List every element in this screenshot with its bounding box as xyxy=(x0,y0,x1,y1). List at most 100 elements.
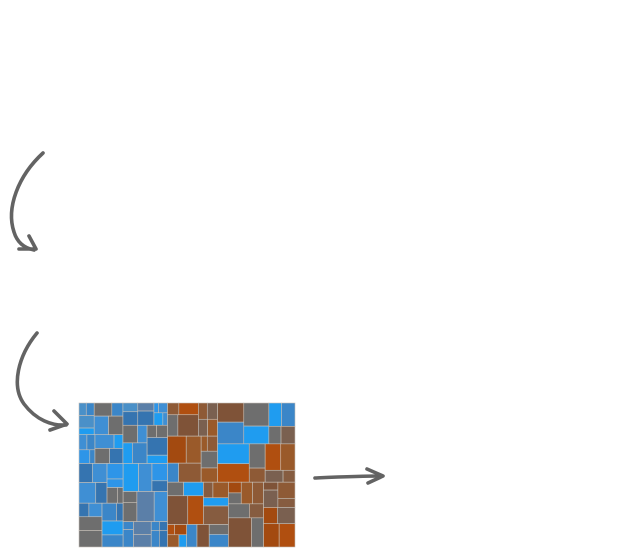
treemap-tile xyxy=(122,529,134,548)
treemap-tile xyxy=(159,530,168,548)
treemap-tile xyxy=(101,502,117,522)
treemap-tile xyxy=(93,415,109,436)
treemap-tile xyxy=(151,463,168,482)
treemap-tile xyxy=(280,443,296,471)
treemap-tile xyxy=(78,427,95,436)
treemap-tile xyxy=(263,523,280,548)
treemap-tile xyxy=(263,481,279,491)
treemap-tile xyxy=(117,487,124,504)
treemap-tile xyxy=(159,521,168,532)
treemap-tile xyxy=(132,442,148,464)
treemap-tile xyxy=(94,448,110,464)
treemap-tile xyxy=(153,412,164,426)
treemap-tile xyxy=(122,402,139,413)
treemap-tile xyxy=(78,502,90,518)
treemap-tile xyxy=(174,524,187,536)
treemap-tile xyxy=(106,487,118,504)
treemap-tile xyxy=(167,402,180,416)
treemap-tile xyxy=(217,421,245,445)
treemap-tile xyxy=(122,463,139,492)
treemap-tile xyxy=(78,402,87,416)
treemap-tile xyxy=(122,521,134,530)
treemap-tile xyxy=(167,495,189,525)
treemap-thumbnail xyxy=(78,402,296,548)
treemap-tile xyxy=(198,402,208,420)
treemap-tile xyxy=(122,502,138,522)
treemap-tile xyxy=(252,481,264,505)
treemap-tile xyxy=(200,467,218,483)
treemap-tile xyxy=(137,424,148,444)
treemap-tile xyxy=(228,517,252,548)
treemap-tile xyxy=(94,434,115,449)
treemap-tile xyxy=(78,449,91,464)
treemap-tile xyxy=(122,424,138,444)
treemap-tile xyxy=(248,443,266,469)
treemap-tile xyxy=(122,442,133,464)
treemap-tile xyxy=(185,435,202,464)
treemap-tile xyxy=(137,410,155,426)
treemap-tile xyxy=(263,507,278,525)
treemap-tile xyxy=(264,469,284,483)
treemap-tile xyxy=(78,434,88,451)
treemap-tile xyxy=(101,520,124,536)
curved-arrow-down-right-icon xyxy=(15,331,69,432)
treemap-tile xyxy=(212,481,229,499)
treemap-tile xyxy=(200,435,208,452)
treemap-tile xyxy=(206,402,218,420)
treemap-tile xyxy=(158,402,168,414)
treemap-tile xyxy=(122,411,139,426)
treemap-tile xyxy=(203,497,229,507)
treemap-tile xyxy=(228,481,242,494)
treemap-tile xyxy=(200,450,218,469)
treemap-tile xyxy=(278,523,296,548)
treemap-tile xyxy=(228,503,250,519)
treemap-tile xyxy=(206,435,218,452)
treemap-tile xyxy=(183,481,204,497)
treemap-tile xyxy=(167,414,179,437)
treemap-tile xyxy=(263,489,279,508)
treemap-tile xyxy=(203,505,229,525)
treemap-tile xyxy=(122,491,138,503)
treemap-tile xyxy=(208,524,229,535)
treemap-tile xyxy=(167,481,184,497)
treemap-tile xyxy=(178,402,199,416)
treemap-tile xyxy=(146,437,168,456)
treemap-tile xyxy=(268,402,282,427)
treemap-tile xyxy=(243,402,270,427)
treemap-tile xyxy=(88,502,103,518)
treemap-tile xyxy=(93,402,113,417)
treemap-tile xyxy=(249,503,264,519)
treemap-tile xyxy=(277,498,296,508)
treemap-tile xyxy=(108,415,124,436)
treemap-tile xyxy=(264,443,282,471)
treemap-tile xyxy=(217,443,250,465)
treemap-tile xyxy=(196,524,210,548)
treemap-tile xyxy=(153,491,168,522)
treemap-tile xyxy=(186,524,198,548)
treemap-tile xyxy=(207,418,218,437)
treemap-tile xyxy=(248,467,266,483)
treemap-tile xyxy=(133,521,152,535)
treemap-tile xyxy=(178,534,187,548)
treemap-tile xyxy=(86,434,96,451)
treemap-tile xyxy=(268,426,282,445)
curved-arrow-down-icon xyxy=(9,151,45,252)
treemap-tile xyxy=(277,507,296,525)
treemap-tile xyxy=(251,517,264,548)
treemap-tile xyxy=(167,524,175,536)
treemap-tile xyxy=(89,449,96,464)
treemap-tile xyxy=(198,418,208,437)
treemap-tile xyxy=(280,426,296,445)
treemap-tile xyxy=(78,530,103,548)
treemap-tile xyxy=(136,491,155,522)
treemap-tile xyxy=(178,462,202,483)
treemap-tile xyxy=(153,402,159,414)
treemap-tile xyxy=(243,425,270,445)
treemap-tile xyxy=(138,463,153,492)
treemap-tile xyxy=(111,402,124,417)
treemap-tile xyxy=(113,434,124,449)
treemap-tile xyxy=(167,534,180,548)
treemap-tile xyxy=(203,481,214,499)
treemap-tile xyxy=(228,492,242,505)
treemap-tile xyxy=(187,495,204,525)
